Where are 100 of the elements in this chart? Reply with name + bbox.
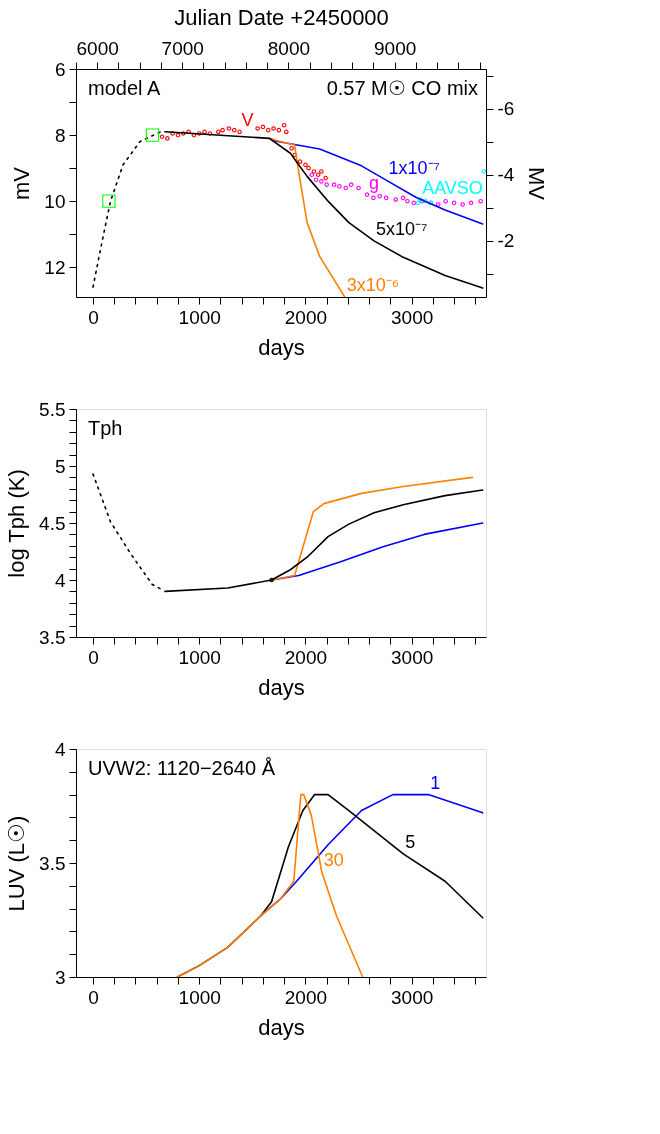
x-tick-label: 2000 [284,646,328,668]
y-tick-label: 5 [54,455,66,477]
x-tick-label: 1000 [178,986,221,1008]
annotation: 3x10⁻⁶ [346,275,400,295]
y-tick-label: 10 [44,190,66,212]
point [202,129,207,135]
x-tick-label: 0 [88,306,99,328]
annotation: Tph [88,417,123,439]
y-tick-label: 12 [44,256,66,278]
x-axis-title: days [258,334,305,360]
point [343,185,349,191]
y-tick-label: 3 [54,966,66,988]
y-tick-label: 6 [54,58,66,80]
point [443,198,448,204]
point [159,134,165,140]
y-tick-label: 3.5 [39,626,66,648]
annotation: 1 [430,772,441,793]
point [319,179,324,184]
y-axis-title: log Tph (K) [4,469,30,578]
point [415,200,421,206]
y-axis-title: LUV (L☉) [4,815,30,912]
x-axis-title: days [258,674,305,700]
line-series [176,793,364,977]
point [297,159,303,164]
point [405,198,410,204]
point [303,162,308,168]
point [451,200,457,206]
y2-axis-title: MV [524,167,550,201]
line-series [92,130,162,288]
annotation: g [369,172,380,193]
annotation: 5 [405,831,416,852]
point [265,127,271,133]
point [435,202,441,207]
point [313,177,319,182]
point [323,175,328,181]
point [377,193,383,199]
point [364,192,370,197]
x-tick-label: 2000 [284,306,328,328]
y-tick-label: 4 [54,569,66,591]
point [231,127,237,133]
x-tick-label: 2000 [284,986,328,1008]
point [309,172,315,178]
point [324,182,329,187]
point [216,129,221,135]
point [356,185,361,191]
point [306,165,311,171]
y-tick-label: 4 [54,738,66,760]
annotation: 30 [323,850,344,871]
y-tick-label: 4.5 [39,512,66,534]
annotation: 1x10⁻⁷ [388,158,441,179]
y2-tick-label: -4 [497,164,515,186]
annotation: UVW2: 1120−2640 Å [88,757,276,779]
point [400,195,406,201]
point [411,200,417,206]
point [175,132,181,138]
x-tick-label: 3000 [391,646,434,668]
y2-tick-label: -6 [497,98,515,120]
annotation: 0.57 M☉ CO mix [326,77,478,99]
annotation: 5x10⁻⁷ [376,218,428,239]
y-tick-label: 5.5 [39,398,66,420]
point [237,129,242,135]
x2-tick-label: 8000 [267,37,311,59]
point [331,182,337,187]
point [289,146,294,151]
point [460,202,465,207]
point [260,124,266,130]
x-tick-label: 3000 [391,306,434,328]
x-axis-title: days [258,1014,305,1040]
point [478,198,483,204]
line-series [164,130,484,289]
point [284,129,289,135]
y-tick-label: 8 [54,124,66,146]
point [383,195,389,201]
x2-axis-title: Julian Date +2450000 [174,4,389,30]
point [481,169,486,174]
point [226,126,232,131]
y2-tick-label: -2 [497,230,515,252]
x2-tick-label: 9000 [374,37,417,59]
y-tick-label: 3.5 [39,852,66,874]
point [145,128,160,142]
point [319,169,324,174]
point [468,200,474,206]
point [255,126,260,131]
x2-tick-label: 6000 [76,37,119,59]
point [393,197,398,202]
point [165,136,170,141]
x-tick-label: 0 [88,986,99,1008]
x-tick-label: 1000 [178,646,221,668]
point [348,182,354,187]
point [220,127,225,133]
point [281,122,287,128]
point [337,184,342,189]
annotation: AAVSO [422,177,483,198]
x2-tick-label: 7000 [161,37,204,59]
line-series [268,137,346,297]
point [102,194,116,208]
point [371,195,376,201]
point [271,126,276,131]
x-tick-label: 3000 [391,986,434,1008]
x-tick-label: 0 [88,646,99,668]
